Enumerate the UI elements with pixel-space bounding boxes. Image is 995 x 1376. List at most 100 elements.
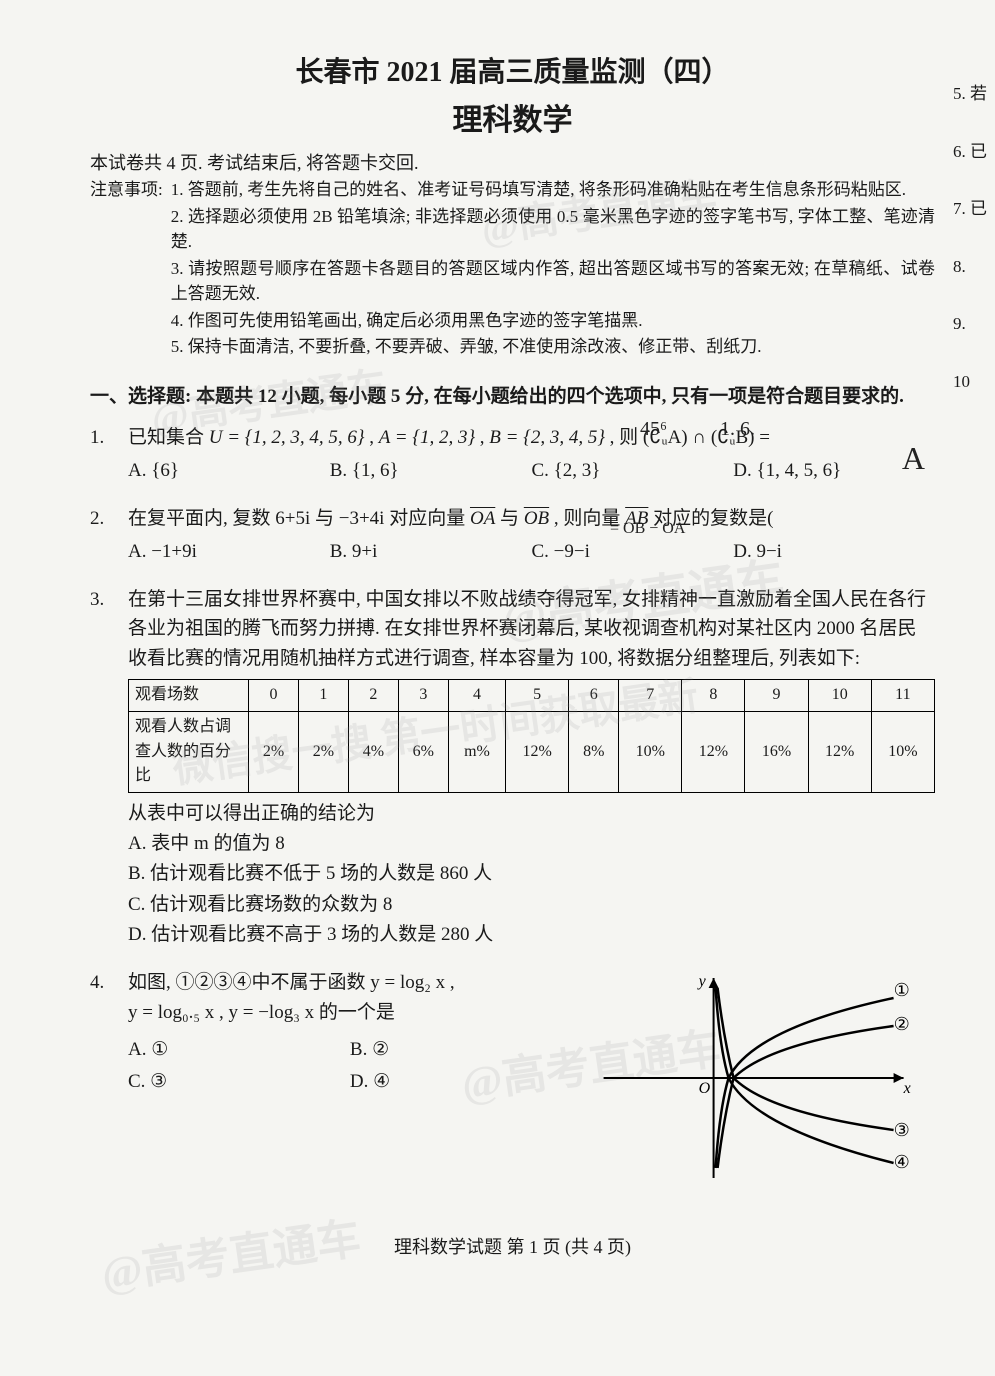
table-cell: 10% [619,711,682,792]
table-cell: 10% [871,711,934,792]
table-cell: 6 [569,680,619,712]
question-2: 2. 在复平面内, 复数 6+5i 与 −3+4i 对应向量 OA 与 OB ,… [90,504,935,567]
svg-text:④: ④ [893,1152,909,1172]
table-cell: 12% [506,711,569,792]
q4-text: 如图, ①②③④中不属于函数 y = log₂ x , y = log₀.₅ x… [128,968,572,1197]
margin-item: 6. 已 [953,128,987,176]
notice-item: 3. 请按照题号顺序在答题卡各题目的答题区域内作答, 超出答题区域书写的答案无效… [171,256,935,307]
option-b: B. {1, 6} [330,456,532,485]
notice-item: 2. 选择题必须使用 2B 铅笔填涂; 非选择题必须使用 0.5 毫米黑色字迹的… [171,204,935,255]
right-margin-peek: 5. 若 6. 已 7. 已 8. 9. 10 [953,70,987,416]
question-number: 4. [90,968,128,1197]
option-c: C. −9−i [532,537,734,566]
page-footer: 理科数学试题 第 1 页 (共 4 页) [90,1233,935,1259]
table-cell: 0 [249,680,299,712]
intro-text: 本试卷共 4 页. 考试结束后, 将答题卡交回. [90,149,935,175]
table-cell: 4% [348,711,398,792]
log-chart-svg: x y O ① ② ③ ④ [572,968,935,1188]
question-number: 1. [90,423,128,486]
option-d: D. 9−i [733,537,935,566]
notice-label: 注意事项: [90,177,171,361]
q1-options: A. {6} B. {1, 6} C. {2, 3} D. {1, 4, 5, … [128,456,935,485]
margin-item: 5. 若 [953,70,987,118]
handwritten-answer: A [902,440,925,477]
svg-text:y: y [696,973,706,990]
table-cell: 8% [569,711,619,792]
margin-item: 9. [953,300,987,348]
row-header: 观看场数 [129,680,249,712]
option-a: A. ① [128,1035,350,1064]
q4-options: A. ① B. ② C. ③ D. ④ [128,1035,572,1098]
table-cell: 6% [398,711,448,792]
handwritten-note: 45⁶ [640,418,667,441]
table-cell: 2 [348,680,398,712]
notice-item: 1. 答题前, 考生先将自己的姓名、准考证号码填写清楚, 将条形码准确粘贴在考生… [171,177,935,203]
option-c: C. 估计观看比赛场数的众数为 8 [128,890,935,919]
question-body: 如图, ①②③④中不属于函数 y = log₂ x , y = log₀.₅ x… [128,968,935,1197]
q2-options: A. −1+9i B. 9+i C. −9−i D. 9−i [128,537,935,566]
option-b: B. 9+i [330,537,532,566]
q3-stem: 在第十三届女排世界杯赛中, 中国女排以不败战绩夺得冠军, 女排精神一直激励着全国… [128,589,926,669]
option-c: C. ③ [128,1067,350,1096]
table-cell: 11 [871,680,934,712]
table-cell: 12% [682,711,745,792]
notice-item: 4. 作图可先使用铅笔画出, 确定后必须用黑色字迹的签字笔描黑. [171,308,935,334]
margin-item: 10 [953,358,987,406]
q1-set-a: A = {1, 2, 3} [379,427,475,448]
q1-set-u: U = {1, 2, 3, 4, 5, 6} [209,427,365,448]
q1-set-b: B = {2, 3, 4, 5} [489,427,605,448]
margin-item: 7. 已 [953,185,987,233]
q4-stem-line1: 如图, ①②③④中不属于函数 y = log₂ x , [128,968,572,997]
notice-item: 5. 保持卡面清洁, 不要折叠, 不要弄破、弄皱, 不准使用涂改液、修正带、刮纸… [171,334,935,360]
option-d: D. ④ [350,1067,572,1096]
q3-after-table: 从表中可以得出正确的结论为 [128,799,935,828]
option-b: B. 估计观看比赛不低于 5 场的人数是 860 人 [128,859,935,888]
svg-text:O: O [698,1080,710,1097]
question-1: 1. 已知集合 U = {1, 2, 3, 4, 5, 6} , A = {1,… [90,423,935,486]
question-3: 3. 在第十三届女排世界杯赛中, 中国女排以不败战绩夺得冠军, 女排精神一直激励… [90,585,935,951]
table-row: 观看场数 0 1 2 3 4 5 6 7 8 9 10 11 [129,680,935,712]
table-cell: 12% [808,711,871,792]
table-cell: 3 [398,680,448,712]
option-b: B. ② [350,1035,572,1064]
option-d: D. 估计观看比赛不高于 3 场的人数是 280 人 [128,920,935,949]
q4-stem-line2: y = log₀.₅ x , y = −log₃ x 的一个是 [128,998,572,1027]
svg-text:③: ③ [893,1120,909,1140]
notice-items: 1. 答题前, 考生先将自己的姓名、准考证号码填写清楚, 将条形码准确粘贴在考生… [171,177,935,361]
handwritten-note: = OB − OA [610,520,685,538]
question-number: 3. [90,585,128,951]
question-body: 已知集合 U = {1, 2, 3, 4, 5, 6} , A = {1, 2,… [128,423,935,486]
row-header: 观看人数占调查人数的百分比 [129,711,249,792]
q3-options: A. 表中 m 的值为 8 B. 估计观看比赛不低于 5 场的人数是 860 人… [128,829,935,950]
table-cell: 2% [298,711,348,792]
title-main: 长春市 2021 届高三质量监测（四） [90,50,935,90]
svg-text:x: x [902,1080,910,1097]
option-a: A. −1+9i [128,537,330,566]
table-cell: 8 [682,680,745,712]
table-cell: 10 [808,680,871,712]
table-cell: 16% [745,711,808,792]
table-cell: 4 [448,680,505,712]
margin-item: 8. [953,243,987,291]
section-heading: 一、选择题: 本题共 12 小题, 每小题 5 分, 在每小题给出的四个选项中,… [90,383,935,412]
option-c: C. {2, 3} [532,456,734,485]
q1-stem-prefix: 已知集合 [128,427,209,448]
q3-table: 观看场数 0 1 2 3 4 5 6 7 8 9 10 11 观看人数占调查人数… [128,679,935,793]
table-cell: 9 [745,680,808,712]
svg-text:①: ① [893,980,909,1000]
question-body: 在第十三届女排世界杯赛中, 中国女排以不败战绩夺得冠军, 女排精神一直激励着全国… [128,585,935,951]
q4-chart: x y O ① ② ③ ④ [572,968,935,1197]
question-number: 2. [90,504,128,567]
notice-block: 注意事项: 1. 答题前, 考生先将自己的姓名、准考证号码填写清楚, 将条形码准… [90,177,935,361]
svg-text:②: ② [893,1014,909,1034]
option-a: A. 表中 m 的值为 8 [128,829,935,858]
option-a: A. {6} [128,456,330,485]
handwritten-note: 1. 6. [720,418,755,441]
question-body: 在复平面内, 复数 6+5i 与 −3+4i 对应向量 OA 与 OB , 则向… [128,504,935,567]
table-row: 观看人数占调查人数的百分比 2% 2% 4% 6% m% 12% 8% 10% … [129,711,935,792]
table-cell: 5 [506,680,569,712]
table-cell: m% [448,711,505,792]
table-cell: 1 [298,680,348,712]
table-cell: 7 [619,680,682,712]
title-sub: 理科数学 [90,95,935,139]
